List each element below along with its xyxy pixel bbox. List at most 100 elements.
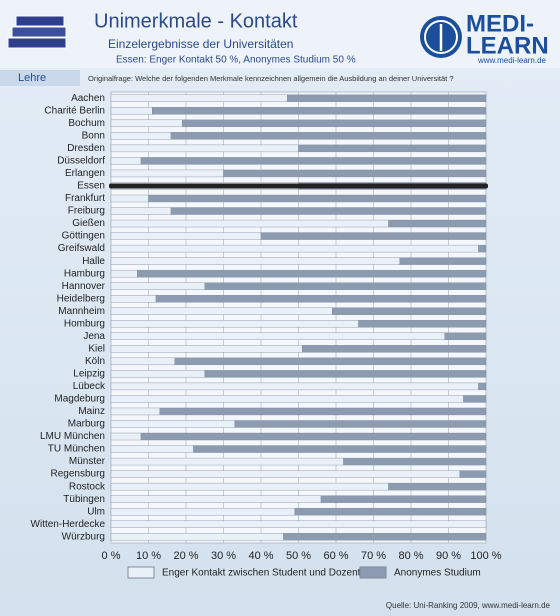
bar-segment: [140, 432, 487, 441]
subtitle: Einzelergebnisse der Universitäten: [108, 37, 293, 51]
bar-segment: [110, 282, 205, 290]
y-tick-label: Mannheim: [58, 306, 105, 317]
y-tick-label: LMU München: [40, 431, 105, 442]
bar-segment: [174, 357, 487, 366]
y-tick-label: Ulm: [87, 506, 105, 517]
bar-segment: [110, 345, 303, 353]
y-tick-label: Bochum: [68, 118, 105, 129]
bar-segment: [234, 420, 487, 428]
bar-segment: [110, 432, 142, 441]
header-band: [0, 0, 560, 68]
bar-segment: [388, 219, 487, 228]
legend-swatch: [127, 566, 155, 579]
bar-segment: [287, 94, 487, 102]
section-tab: [0, 70, 80, 86]
logo-text: LEARN: [466, 32, 549, 59]
x-tick-label: 70 %: [361, 550, 386, 562]
logo-text: MEDI-: [466, 10, 534, 37]
bar-segment: [182, 119, 487, 128]
bar-segment: [110, 295, 157, 303]
bar-segment: [478, 244, 487, 253]
bar-segment: [193, 445, 487, 453]
bar-segment: [110, 244, 479, 253]
bar-segment: [110, 407, 160, 416]
bar-segment: [152, 107, 487, 115]
y-tick-label: Aachen: [71, 93, 105, 104]
bar-segment: [110, 382, 479, 391]
y-tick-label: Würzburg: [62, 531, 105, 542]
bar-segment: [283, 533, 487, 541]
y-tick-label: Leipzig: [73, 369, 105, 380]
logo-url: www.medi-learn.de: [477, 56, 547, 65]
bar-segment: [294, 507, 487, 516]
y-tick-label: Heidelberg: [57, 293, 105, 304]
x-tick-label: 80 %: [398, 550, 423, 562]
bar-segment: [444, 332, 487, 340]
bar-segment: [110, 257, 400, 265]
bar-segment: [478, 382, 487, 391]
bar-segment: [110, 320, 359, 328]
bar-segment: [110, 94, 288, 102]
bar-segment: [137, 269, 487, 278]
y-tick-label: Charité Berlin: [44, 105, 105, 116]
bar-segment: [320, 495, 487, 503]
bar-segment: [223, 169, 487, 178]
y-tick-label: Dresden: [67, 143, 105, 154]
bar-segment: [110, 420, 235, 428]
y-tick-label: Rostock: [69, 481, 106, 492]
title: Unimerkmale - Kontakt: [94, 10, 298, 32]
bar-segment: [388, 482, 487, 491]
source: Quelle: Uni-Ranking 2009, www.medi-learn…: [386, 601, 551, 610]
bar-segment: [110, 470, 460, 478]
bar-segment: [110, 445, 194, 453]
bar-segment: [459, 470, 487, 478]
highlight-bar: [109, 183, 488, 189]
y-tick-label: Düsseldorf: [57, 156, 105, 167]
bar-segment: [110, 495, 322, 503]
bar-segment: [110, 144, 299, 153]
bar-segment: [110, 107, 153, 115]
bar-segment: [110, 457, 344, 466]
legend-label: Enger Kontakt zwischen Student und Dozen…: [162, 568, 361, 579]
bar-segment: [110, 232, 262, 240]
y-tick-label: Erlangen: [65, 168, 105, 179]
y-tick-label: Homburg: [64, 318, 105, 329]
question: Originalfrage: Welche der folgenden Merk…: [88, 74, 454, 83]
bar-segment: [170, 132, 487, 140]
y-tick-label: Witten-Herdecke: [31, 519, 106, 530]
section-label: Lehre: [18, 72, 46, 84]
x-tick-label: 90 %: [436, 550, 461, 562]
x-tick-label: 60 %: [323, 550, 348, 562]
y-tick-label: Regensburg: [51, 469, 105, 480]
legend-swatch: [359, 566, 387, 579]
bar-segment: [463, 395, 487, 403]
x-tick-label: 0 %: [102, 550, 121, 562]
y-tick-label: Lübeck: [73, 381, 106, 392]
bar-segment: [110, 370, 205, 378]
bar-segment: [110, 207, 172, 215]
bar-segment: [110, 269, 138, 278]
bar-segment: [110, 119, 183, 128]
bar-segment: [110, 219, 389, 228]
bar-segment: [110, 132, 172, 140]
bar-segment: [155, 295, 487, 303]
bar-segment: [140, 157, 487, 165]
bar-segment: [110, 395, 464, 403]
y-tick-label: Halle: [82, 256, 105, 267]
logo: MEDI- LEARN www.medi-learn.de: [420, 10, 549, 65]
y-tick-label: Göttingen: [62, 231, 105, 242]
annotation: Essen: Enger Kontakt 50 %, Anonymes Stud…: [116, 55, 356, 66]
y-tick-label: Magdeburg: [54, 394, 105, 405]
y-tick-label: Frankfurt: [65, 193, 105, 204]
bar-segment: [332, 307, 487, 315]
y-tick-label: Bonn: [82, 130, 105, 141]
bar-segment: [110, 533, 284, 541]
y-tick-label: Freiburg: [68, 206, 105, 217]
x-tick-label: 30 %: [211, 550, 236, 562]
y-tick-label: Marburg: [68, 419, 105, 430]
y-tick-label: Tübingen: [63, 494, 105, 505]
bar-segment: [148, 194, 487, 203]
y-tick-label: Mainz: [78, 406, 105, 417]
bar-segment: [204, 370, 487, 378]
bar-segment: [204, 282, 487, 290]
